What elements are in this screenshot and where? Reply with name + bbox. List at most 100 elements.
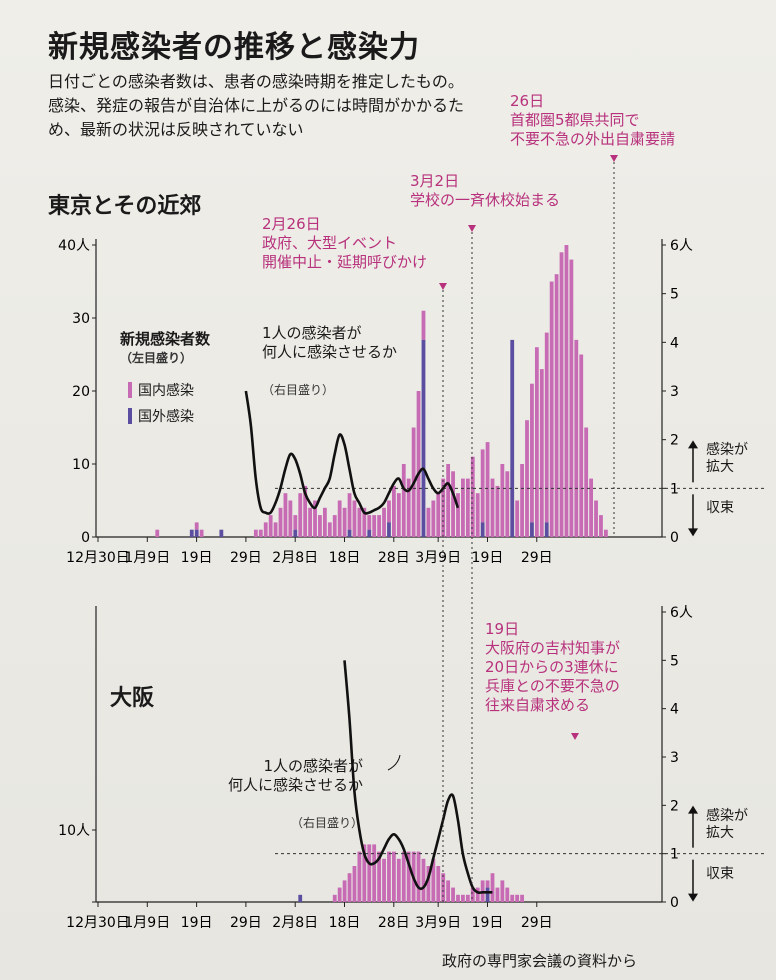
tokyo-bar-domestic [465, 478, 470, 537]
tokyo-bar-domestic [322, 507, 327, 537]
tokyo-bar-domestic [446, 464, 451, 537]
tokyo-bar-domestic [357, 507, 362, 537]
tokyo-x-tick-label: 29日 [230, 550, 262, 566]
tokyo-bar-domestic [382, 507, 386, 537]
tokyo-bar-domestic [456, 493, 460, 537]
osaka-bar-domestic [426, 866, 431, 902]
tokyo-bar-domestic [258, 529, 263, 537]
tokyo-bar-domestic [490, 478, 495, 537]
tokyo-bar-domestic [396, 493, 401, 537]
annotation-26: 26日 首都圏5都県共同で 不要不急の外出自粛要請 [510, 92, 676, 148]
tokyo-bar-overseas [367, 529, 372, 537]
tokyo-bar-domestic [589, 478, 593, 537]
osaka-x-tick-label: 18日 [329, 915, 361, 931]
osaka-bar-domestic [416, 851, 421, 902]
d26-marker-triangle [610, 155, 618, 162]
tokyo-bar-domestic [288, 500, 293, 537]
osaka-bar-domestic [465, 894, 470, 902]
tokyo-bar-domestic [485, 442, 490, 537]
osaka-x-tick-label: 1月9日 [124, 915, 170, 931]
tokyo-bar-domestic [554, 274, 559, 537]
tokyo-bar-domestic [431, 500, 436, 537]
osaka-rt-note-sub: （右目盛り） [291, 816, 364, 830]
osaka-d19-triangle [571, 733, 579, 740]
osaka-bar-domestic [392, 851, 396, 902]
tokyo-bar-domestic [594, 500, 598, 537]
osaka-rt-note-main: 1人の感染者が 何人に感染させるか [228, 757, 364, 794]
tokyo-bar-overseas [189, 529, 194, 537]
tokyo-right-tick-label: 1 [670, 481, 679, 497]
tokyo-bar-domestic [564, 245, 569, 537]
tokyo-bar-overseas [219, 529, 224, 537]
tokyo-bar-domestic [515, 500, 520, 537]
tokyo-bar-overseas [387, 522, 391, 537]
tokyo-bar-domestic [470, 456, 475, 537]
tokyo-section-title: 東京とその近郊 [48, 194, 202, 219]
tokyo-bar-domestic [308, 507, 312, 537]
tokyo-bar-domestic [342, 507, 347, 537]
tokyo-bar-domestic [584, 427, 589, 537]
osaka-bar-domestic [337, 887, 342, 902]
tokyo-bar-domestic [495, 485, 500, 537]
osaka-x-tick-label: 3月9日 [415, 915, 461, 931]
osaka-rt-line [343, 660, 493, 894]
osaka-right-tick-label: 6人 [670, 605, 693, 621]
osaka-bar-domestic [332, 894, 337, 902]
osaka-bar-overseas [298, 894, 303, 902]
osaka-bar-domestic [406, 851, 411, 902]
osaka-bar-domestic [485, 880, 490, 888]
tokyo-bar-domestic [525, 420, 529, 537]
tokyo-bar-domestic [318, 515, 322, 537]
tokyo-bar-domestic [332, 515, 337, 537]
tokyo-right-tick-label: 5 [670, 287, 679, 303]
osaka-bar-domestic [461, 894, 465, 902]
osaka-x-tick-label: 29日 [230, 915, 262, 931]
tokyo-bar-domestic [421, 310, 426, 340]
osaka-expand-arrowhead [688, 805, 698, 814]
tokyo-x-tick-label: 19日 [181, 550, 213, 566]
osaka-bar-domestic [436, 866, 441, 902]
tokyo-rt-line [244, 390, 460, 515]
osaka-bar-domestic [505, 887, 510, 902]
osaka-expand-label: 感染が 拡大 [706, 808, 748, 841]
tokyo-bar-overseas [194, 529, 199, 537]
tokyo-left-tick-label: 10 [72, 457, 90, 473]
tokyo-bar-domestic [347, 493, 352, 530]
tokyo-bar-domestic [362, 507, 367, 537]
osaka-right-tick-label: 1 [670, 847, 679, 863]
legend-domestic-swatch [128, 382, 132, 398]
tokyo-right-tick-label: 4 [670, 335, 679, 351]
legend-title: 新規感染者数 （左目盛り） [120, 330, 210, 368]
tokyo-bar-domestic [451, 471, 455, 537]
tokyo-bar-domestic [549, 281, 554, 537]
tokyo-bar-domestic [480, 449, 485, 523]
osaka-converge-label: 収束 [706, 866, 734, 882]
osaka-bar-domestic [396, 858, 401, 902]
tokyo-left-tick-label: 40人 [58, 238, 90, 254]
tokyo-bar-domestic [392, 485, 396, 537]
tokyo-bar-domestic [337, 500, 342, 537]
osaka-x-tick-label: 19日 [472, 915, 504, 931]
osaka-x-tick-label: 19日 [181, 915, 213, 931]
osaka-bar-domestic [451, 887, 455, 902]
osaka-bar-domestic [342, 880, 347, 902]
osaka-section-title: 大阪 [110, 686, 155, 711]
osaka-bar-domestic [456, 894, 460, 902]
tokyo-bar-domestic [416, 391, 421, 537]
tokyo-bar-domestic [574, 339, 579, 537]
osaka-bar-domestic [500, 880, 505, 902]
tokyo-bar-domestic [559, 252, 564, 538]
tokyo-x-tick-label: 2月8日 [272, 550, 318, 566]
tokyo-bar-domestic [426, 507, 431, 537]
osaka-right-tick-label: 2 [670, 798, 679, 814]
legend-overseas-label: 国外感染 [138, 409, 194, 425]
tokyo-bar-domestic [539, 369, 544, 537]
tokyo-bar-overseas [480, 522, 485, 537]
osaka-x-tick-label: 29日 [521, 915, 553, 931]
tokyo-rt-note-sub: （右目盛り） [262, 383, 335, 397]
tokyo-bar-domestic [534, 347, 539, 537]
osaka-bar-domestic [421, 858, 426, 902]
osaka-bar-domestic [441, 873, 446, 902]
tokyo-converge-label: 収束 [706, 500, 734, 516]
tokyo-rt-note: 1人の感染者が 何人に感染させるか （右目盛り） [262, 305, 397, 419]
